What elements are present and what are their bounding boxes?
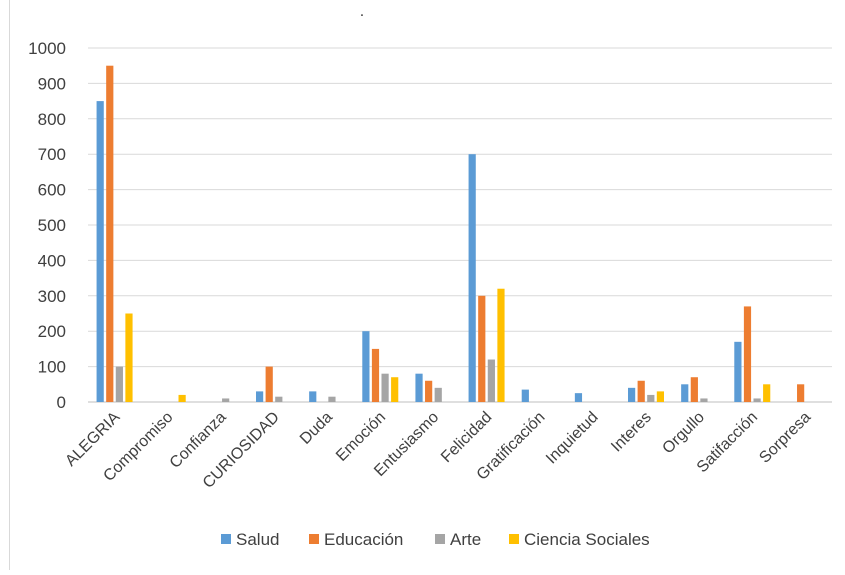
bar-educación [425,380,433,402]
bar-ciencia-sociales [125,313,133,402]
x-category-label: Emoción [333,409,389,465]
bar-arte [753,398,761,402]
gridlines [88,47,832,403]
bar-ciencia-sociales [497,288,505,402]
x-category-label: Orgullo [659,409,708,458]
frame-left-edge [9,0,10,570]
bar-salud [681,384,689,402]
bar-educación [797,384,805,402]
bars [96,65,805,402]
chart-title-mark: . [360,3,364,20]
bar-educación [371,348,380,402]
legend: Salud Educación Arte Ciencia Sociales [221,530,650,549]
bar-arte [328,396,336,402]
y-tick-label: 700 [38,145,66,164]
y-tick-label: 300 [38,287,66,306]
y-tick-label: 800 [38,110,66,129]
bar-arte [381,373,389,402]
bar-educación [265,366,273,402]
legend-swatch [309,534,319,544]
legend-label: Arte [450,530,481,549]
x-category-label: Interes [608,409,655,456]
bar-salud [468,154,476,402]
legend-swatch [221,534,231,544]
bar-educación [106,65,114,402]
bar-educación [743,306,752,402]
bar-educación [478,295,486,402]
bar-ciencia-sociales [656,391,664,402]
bar-salud [309,391,317,402]
bar-salud [628,387,636,402]
bar-salud [96,101,104,402]
bar-salud [521,389,529,402]
bar-educación [637,380,645,402]
bar-arte [275,396,283,402]
y-tick-label: 100 [38,358,66,377]
y-tick-label: 0 [57,393,66,412]
legend-label: Salud [236,530,279,549]
y-tick-label: 500 [38,216,66,235]
bar-arte [700,398,708,402]
y-tick-label: 200 [38,322,66,341]
bar-salud [362,331,370,402]
bar-educación [690,377,698,402]
x-category-label: Sorpresa [756,409,814,467]
legend-label: Educación [324,530,403,549]
x-category-label: Inquietud [543,409,602,468]
y-tick-label: 400 [38,251,66,270]
legend-swatch [435,534,445,544]
bar-arte [222,398,230,402]
bar-salud [256,391,264,402]
y-tick-label: 1000 [28,39,66,58]
bar-salud [415,373,423,402]
legend-swatch [509,534,519,544]
bar-arte [487,359,495,402]
y-axis-ticks: 0 100 200 300 400 500 600 700 800 900 1000 [28,39,66,412]
bar-arte [647,394,655,402]
x-category-label: Duda [297,409,336,448]
bar-salud [734,341,742,402]
y-tick-label: 900 [38,74,66,93]
bar-salud [574,393,583,402]
y-tick-label: 600 [38,181,66,200]
bar-arte [434,387,442,402]
bar-ciencia-sociales [763,384,771,402]
legend-label: Ciencia Sociales [524,530,650,549]
bar-ciencia-sociales [178,394,186,402]
bar-arte [115,366,123,402]
bar-ciencia-sociales [391,377,399,402]
